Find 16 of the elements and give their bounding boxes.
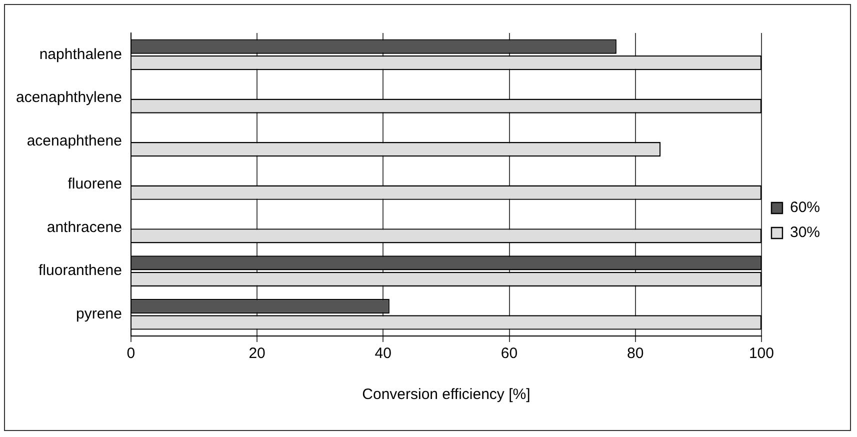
x-tick-label: 100 <box>748 345 774 362</box>
x-tick-label: 20 <box>248 345 266 362</box>
x-tick-label: 80 <box>627 345 644 362</box>
y-tick-label: naphthalene <box>39 46 122 63</box>
legend-label: 30% <box>790 224 820 242</box>
x-tick-label: 40 <box>374 345 392 362</box>
y-tick-label: fluorene <box>68 176 122 193</box>
legend-label: 60% <box>790 199 820 216</box>
y-tick-label: pyrene <box>76 306 122 322</box>
x-tick-label: 60 <box>500 345 518 362</box>
y-tick-label: acenaphthene <box>26 132 122 150</box>
y-tick-label: acenaphthylene <box>16 89 122 106</box>
x-tick-label: 0 <box>126 345 136 362</box>
y-tick-label: anthracene <box>46 218 122 236</box>
y-tick-label: fluoranthene <box>38 262 122 280</box>
x-axis-title: Conversion efficiency [%] <box>362 386 530 404</box>
